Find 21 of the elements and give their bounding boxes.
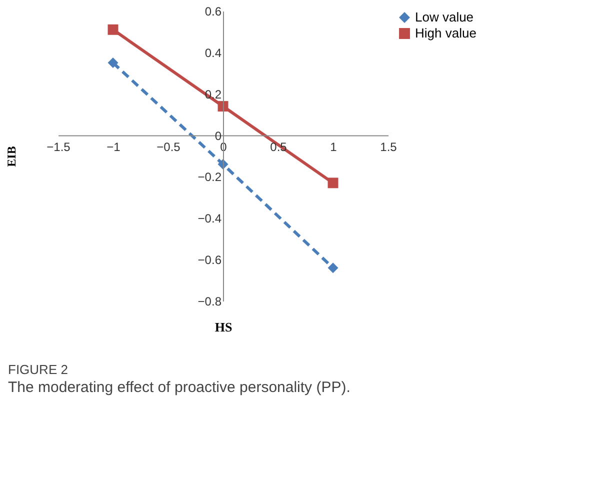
x-tick-label: 1.5 xyxy=(380,140,398,154)
text: The moderating effect of proactive personality (PP). xyxy=(8,379,350,396)
point xyxy=(328,178,338,188)
point xyxy=(108,24,118,35)
y-tick-label: −0.6 xyxy=(198,253,222,268)
x-tick-label: −1 xyxy=(106,140,121,154)
y-tick-label: 0.4 xyxy=(204,46,222,60)
legend-label: High value xyxy=(415,26,476,40)
legend-label: Low value xyxy=(415,10,474,24)
y-axis-title: EIB xyxy=(4,146,18,167)
x-axis-title: HS xyxy=(214,320,232,334)
y-tick-label: −0.4 xyxy=(198,212,222,226)
point xyxy=(328,262,338,274)
y-tick-label: 0.6 xyxy=(204,4,222,18)
point xyxy=(108,58,118,68)
x-tick-label: −0.5 xyxy=(156,140,181,154)
y-tick-label: −0.2 xyxy=(198,170,222,184)
x-tick-label: 1 xyxy=(330,140,338,154)
x-tick-label: −1.5 xyxy=(46,140,71,154)
caption: FIGURE 2 xyxy=(8,362,68,377)
y-tick-label: −0.8 xyxy=(198,294,222,308)
